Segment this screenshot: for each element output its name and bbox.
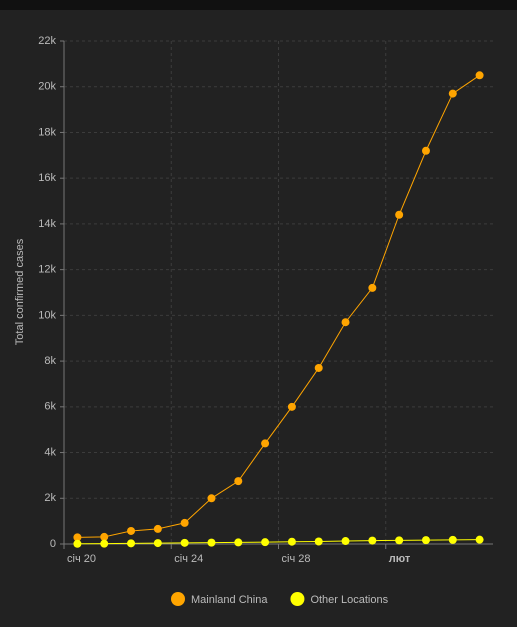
point <box>395 210 404 219</box>
y-tick-label: 20k <box>38 81 56 93</box>
point <box>368 283 377 292</box>
x-tick-label: січ 28 <box>282 553 311 565</box>
y-tick-label: 0 <box>50 538 56 550</box>
y-tick-label: 18k <box>38 126 56 138</box>
point <box>180 538 189 547</box>
point <box>421 146 430 155</box>
point <box>127 526 136 535</box>
series-line <box>77 539 480 545</box>
point <box>395 536 404 545</box>
legend-marker[interactable] <box>171 592 185 606</box>
point <box>153 539 162 548</box>
y-tick-label: 14k <box>38 218 56 230</box>
point <box>73 533 82 542</box>
point <box>180 518 189 527</box>
point <box>234 477 243 486</box>
point <box>207 494 216 503</box>
point <box>207 538 216 547</box>
y-tick-label: 22k <box>38 35 56 47</box>
point <box>421 536 430 545</box>
point <box>475 71 484 80</box>
y-tick-label: 12k <box>38 264 56 276</box>
point <box>127 539 136 548</box>
point <box>341 318 350 327</box>
y-tick-label: 16k <box>38 172 56 184</box>
y-tick-label: 10k <box>38 309 56 321</box>
point <box>261 439 270 448</box>
point <box>448 535 457 544</box>
legend-label[interactable]: Other Locations <box>310 594 388 606</box>
x-tick-label: січ 20 <box>67 553 96 565</box>
y-tick-label: 8k <box>44 355 56 367</box>
point <box>100 539 109 548</box>
point <box>153 524 162 533</box>
point <box>475 535 484 544</box>
x-tick-label: січ 24 <box>174 553 203 565</box>
y-axis-label: Total confirmed cases <box>14 238 26 345</box>
point <box>234 538 243 547</box>
point <box>314 363 323 372</box>
legend-label[interactable]: Mainland China <box>191 594 268 606</box>
y-tick-label: 4k <box>44 446 56 458</box>
legend-marker[interactable] <box>290 592 305 606</box>
point <box>261 538 270 547</box>
y-tick-label: 2k <box>44 492 56 504</box>
point <box>368 536 377 545</box>
x-tick-label: лют <box>389 553 411 565</box>
point <box>287 402 296 411</box>
y-tick-label: 6k <box>44 401 56 413</box>
point <box>287 537 296 546</box>
point <box>341 537 350 546</box>
point <box>73 539 82 548</box>
point <box>448 89 457 98</box>
point <box>100 532 109 541</box>
series-line <box>77 74 480 538</box>
point <box>314 537 323 546</box>
top-bar <box>0 0 517 10</box>
